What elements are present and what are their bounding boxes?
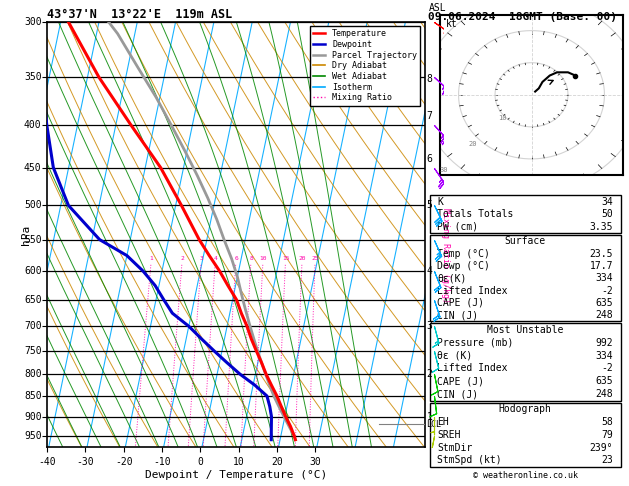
Text: K: K [438, 197, 443, 207]
Text: Temp (°C): Temp (°C) [438, 249, 491, 259]
Text: θε (K): θε (K) [438, 350, 473, 361]
Text: Mixing Ratio (g/kg): Mixing Ratio (g/kg) [441, 208, 450, 303]
Text: 3.35: 3.35 [589, 222, 613, 232]
Bar [430, 403, 621, 467]
Text: kt: kt [446, 19, 457, 29]
Text: 20: 20 [298, 256, 306, 261]
Text: 4: 4 [214, 256, 218, 261]
Text: 6: 6 [234, 256, 238, 261]
Text: 750: 750 [24, 346, 42, 356]
Text: 23.5: 23.5 [589, 249, 613, 259]
Text: 2: 2 [426, 369, 432, 379]
Text: 992: 992 [595, 338, 613, 347]
Text: 2: 2 [181, 256, 184, 261]
Text: Surface: Surface [504, 237, 546, 246]
Text: 239°: 239° [589, 443, 613, 452]
Bar [430, 195, 621, 233]
Text: EH: EH [438, 417, 449, 427]
Text: 09.06.2024  18GMT (Base: 00): 09.06.2024 18GMT (Base: 00) [428, 12, 616, 22]
Text: 400: 400 [24, 120, 42, 130]
Text: 950: 950 [24, 431, 42, 441]
Text: CAPE (J): CAPE (J) [438, 298, 484, 308]
Text: 30: 30 [440, 167, 448, 173]
Text: 15: 15 [282, 256, 289, 261]
Text: km
ASL: km ASL [428, 0, 446, 13]
Text: 8: 8 [249, 256, 253, 261]
Bar [430, 323, 621, 400]
Text: 58: 58 [601, 417, 613, 427]
Text: Totals Totals: Totals Totals [438, 209, 514, 219]
Text: Lifted Index: Lifted Index [438, 364, 508, 373]
Text: 300: 300 [24, 17, 42, 27]
Text: 500: 500 [24, 200, 42, 210]
Text: 248: 248 [595, 389, 613, 399]
Text: 700: 700 [24, 321, 42, 331]
Text: Dewp (°C): Dewp (°C) [438, 261, 491, 271]
Text: LCL: LCL [426, 420, 442, 429]
Text: Hodograph: Hodograph [499, 404, 552, 414]
Text: 6: 6 [426, 155, 432, 164]
Text: 600: 600 [24, 266, 42, 276]
Text: 34: 34 [601, 197, 613, 207]
Text: 850: 850 [24, 391, 42, 401]
Bar [430, 235, 621, 321]
Text: PW (cm): PW (cm) [438, 222, 479, 232]
Text: Pressure (mb): Pressure (mb) [438, 338, 514, 347]
Text: 25: 25 [311, 256, 319, 261]
Text: 3: 3 [426, 321, 432, 331]
Text: CIN (J): CIN (J) [438, 389, 479, 399]
Text: CAPE (J): CAPE (J) [438, 376, 484, 386]
Text: StmSpd (kt): StmSpd (kt) [438, 455, 502, 466]
Text: 450: 450 [24, 162, 42, 173]
Text: 900: 900 [24, 412, 42, 421]
Text: 23: 23 [601, 455, 613, 466]
Text: 248: 248 [595, 310, 613, 320]
Text: 334: 334 [595, 273, 613, 283]
Legend: Temperature, Dewpoint, Parcel Trajectory, Dry Adiabat, Wet Adiabat, Isotherm, Mi: Temperature, Dewpoint, Parcel Trajectory… [309, 26, 420, 105]
Text: 3: 3 [199, 256, 203, 261]
Text: 7: 7 [426, 111, 432, 121]
Text: © weatheronline.co.uk: © weatheronline.co.uk [473, 470, 577, 480]
Text: 43°37'N  13°22'E  119m ASL: 43°37'N 13°22'E 119m ASL [47, 8, 233, 21]
Text: 50: 50 [601, 209, 613, 219]
Text: 10: 10 [498, 116, 506, 122]
Text: 1: 1 [150, 256, 153, 261]
Text: 20: 20 [469, 141, 477, 147]
Text: 800: 800 [24, 369, 42, 379]
Text: SREH: SREH [438, 430, 461, 440]
Text: StmDir: StmDir [438, 443, 473, 452]
Text: 350: 350 [24, 72, 42, 82]
Text: 334: 334 [595, 350, 613, 361]
Text: 5: 5 [426, 200, 432, 210]
Text: 635: 635 [595, 298, 613, 308]
Text: θε(K): θε(K) [438, 273, 467, 283]
X-axis label: Dewpoint / Temperature (°C): Dewpoint / Temperature (°C) [145, 469, 327, 480]
Text: 17.7: 17.7 [589, 261, 613, 271]
Text: Lifted Index: Lifted Index [438, 286, 508, 295]
Text: 650: 650 [24, 295, 42, 305]
Text: -2: -2 [601, 286, 613, 295]
Text: 79: 79 [601, 430, 613, 440]
Text: hPa: hPa [21, 225, 31, 244]
Text: 10: 10 [259, 256, 267, 261]
Text: Most Unstable: Most Unstable [487, 325, 564, 335]
Text: 635: 635 [595, 376, 613, 386]
Text: CIN (J): CIN (J) [438, 310, 479, 320]
Text: 4: 4 [426, 266, 432, 276]
Text: -2: -2 [601, 364, 613, 373]
Text: 1: 1 [426, 412, 432, 421]
Text: 8: 8 [426, 74, 432, 84]
Text: 550: 550 [24, 235, 42, 244]
